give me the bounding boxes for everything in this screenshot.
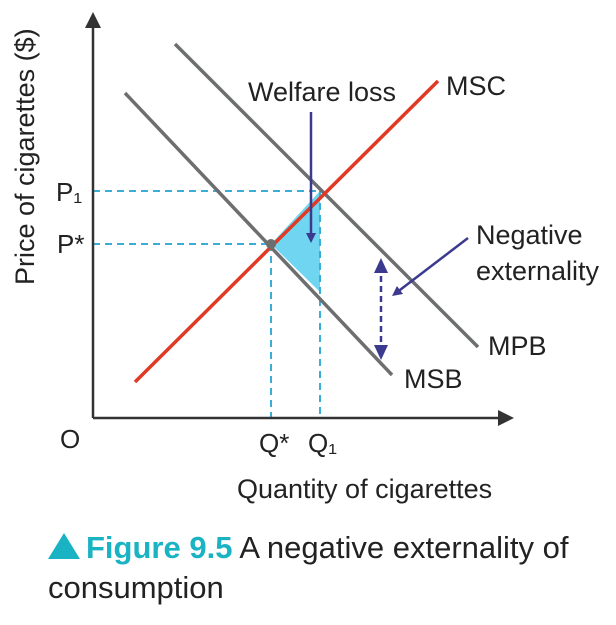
welfare-loss-label: Welfare loss: [248, 77, 396, 107]
externality-diagram: Price of cigarettes ($) Quantity of ciga…: [10, 12, 600, 504]
caption-text: A negative externality of consumption: [48, 530, 569, 605]
negative-externality-label-line2: externality: [476, 256, 600, 286]
mpb-label: MPB: [488, 331, 547, 361]
equilibrium-point: [266, 239, 276, 249]
price-label-p-star: P*: [57, 229, 84, 259]
quantity-label-q1: Q₁: [308, 428, 337, 458]
quantity-label-q-star: Q*: [259, 428, 289, 458]
x-axis-arrow-icon: [498, 410, 514, 426]
negative-externality-arrow-icon: [392, 237, 469, 297]
gap-arrow-bottom-icon: [374, 345, 388, 360]
price-label-p1: P₁: [56, 177, 82, 207]
msc-curve: [133, 79, 440, 384]
welfare-loss-area: [271, 191, 320, 292]
axes: [85, 12, 514, 426]
dashed-guides: [93, 190, 321, 418]
y-axis-arrow-icon: [85, 12, 101, 28]
gap-arrow-top-icon: [374, 258, 388, 273]
triangle-icon: [48, 533, 80, 559]
y-axis-label: Price of cigarettes ($): [10, 28, 40, 285]
mpb-curve: [173, 42, 480, 349]
msc-label: MSC: [446, 71, 506, 101]
figure-caption: Figure 9.5 A negative externality of con…: [48, 528, 608, 608]
msb-label: MSB: [404, 364, 463, 394]
negative-externality-label-line1: Negative: [476, 220, 583, 250]
x-axis-label: Quantity of cigarettes: [237, 474, 492, 504]
origin-label: O: [60, 424, 80, 454]
figure-number: Figure 9.5: [86, 530, 233, 565]
msb-curve: [123, 91, 394, 377]
